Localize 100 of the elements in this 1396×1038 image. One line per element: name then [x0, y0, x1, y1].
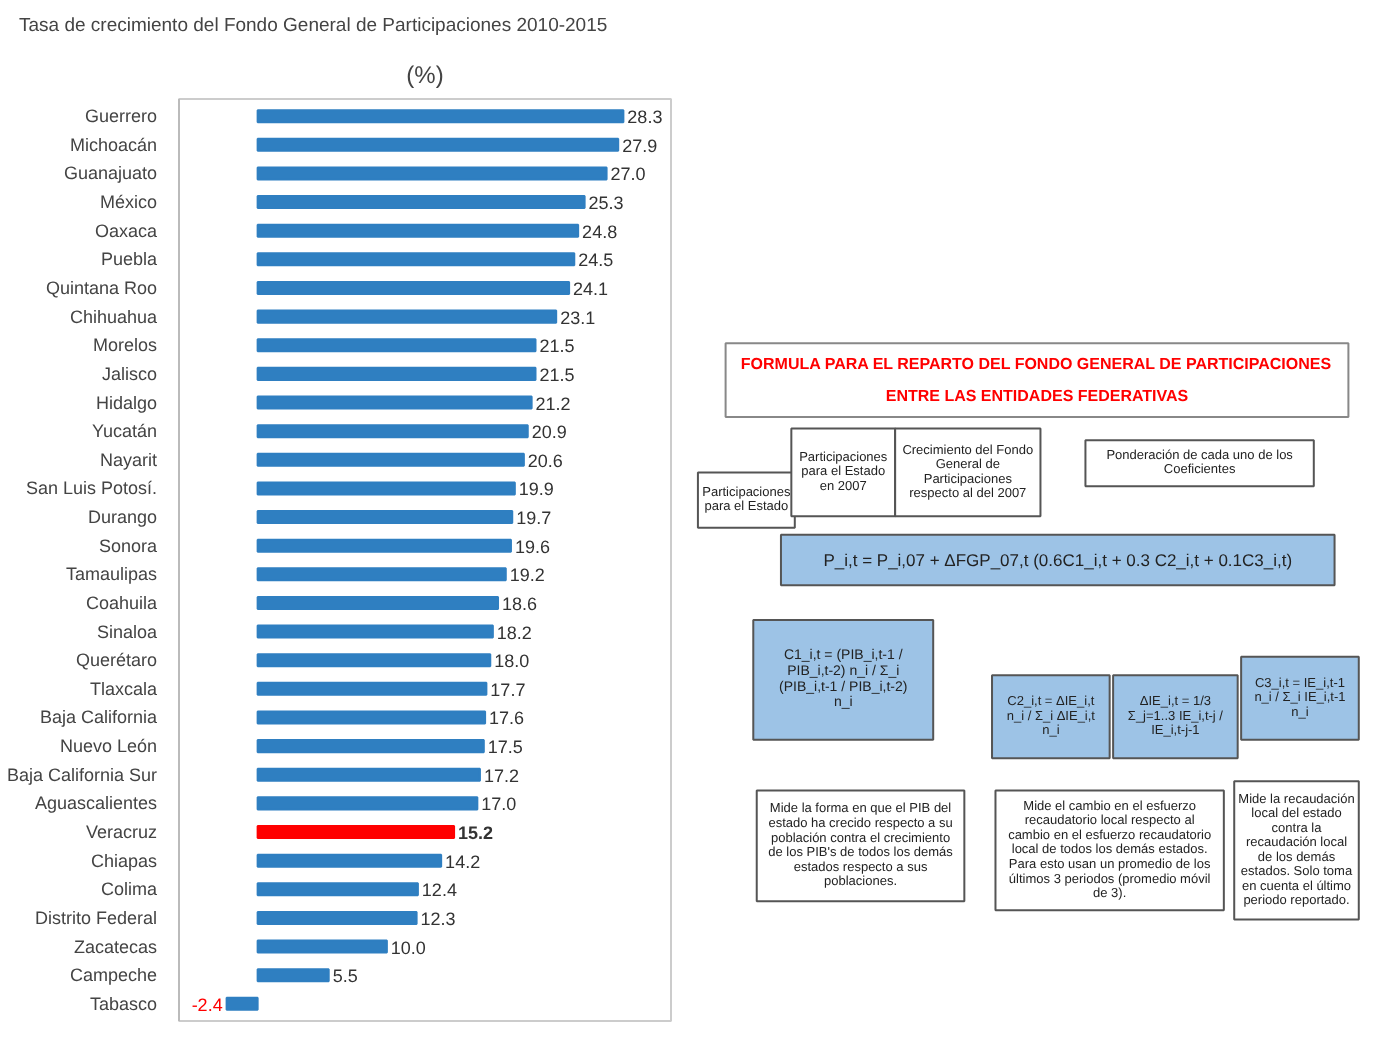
bar — [256, 796, 479, 811]
bar — [256, 366, 537, 381]
data-label: 18.6 — [501, 593, 538, 614]
y-tick-label: San Luis Potosí. — [25, 478, 158, 499]
bar — [256, 309, 558, 324]
y-tick-label: Puebla — [100, 249, 158, 270]
data-label: 27.9 — [622, 135, 658, 156]
y-tick-label: Colima — [100, 879, 158, 900]
y-tick-label: Tamaulipas — [65, 564, 158, 585]
chart-subtitle: (%) — [406, 61, 444, 89]
y-tick-label: Campeche — [69, 965, 158, 986]
y-tick-label: Guanajuato — [63, 163, 158, 184]
y-tick-label: Querétaro — [75, 650, 158, 671]
data-label: 14.2 — [445, 851, 481, 872]
data-label: 19.2 — [509, 565, 545, 586]
y-tick-label: Sonora — [98, 535, 158, 556]
data-label: -2.4 — [191, 994, 223, 1015]
y-tick-label: Yucatán — [91, 421, 158, 442]
bar — [256, 424, 529, 439]
y-tick-label: Oaxaca — [94, 220, 158, 241]
data-label: 10.0 — [390, 937, 426, 958]
data-label: 21.2 — [535, 393, 571, 414]
bar — [256, 681, 488, 696]
bar — [256, 338, 537, 353]
bar — [256, 968, 330, 983]
data-label: 19.7 — [516, 508, 552, 529]
text: FORMULA PARA EL REPARTO DEL FONDO GENERAL DE PARTICIPACIONES ENTRE LAS ENTIDADES FEDERATIVAS — [740, 354, 1333, 405]
bar — [256, 653, 492, 668]
data-label: 24.8 — [582, 221, 618, 242]
y-tick-label: Chiapas — [90, 850, 158, 871]
data-label: 5.5 — [332, 966, 358, 987]
bar — [256, 595, 500, 610]
y-tick-label: Hidalgo — [95, 392, 158, 413]
bar — [256, 195, 586, 210]
y-tick-label: Nayarit — [99, 449, 158, 470]
bar — [256, 109, 625, 124]
y-tick-label: Quintana Roo — [45, 277, 158, 298]
bar — [225, 996, 259, 1011]
y-tick-label: Coahuila — [85, 592, 158, 613]
y-tick-label: Sinaloa — [96, 621, 158, 642]
data-label: 17.0 — [481, 794, 517, 815]
data-label: 12.3 — [420, 908, 456, 929]
y-tick-label: Nuevo León — [59, 736, 158, 757]
y-tick-label: Tabasco — [89, 993, 158, 1014]
data-label: 21.5 — [539, 364, 575, 385]
data-label: 20.9 — [531, 422, 567, 443]
y-tick-label: Guerrero — [84, 106, 157, 127]
bar — [256, 223, 580, 238]
y-tick-label: Baja California Sur — [6, 764, 158, 785]
y-tick-label: Zacatecas — [73, 936, 158, 957]
y-tick-label: Morelos — [92, 335, 158, 356]
data-label: 17.6 — [489, 708, 525, 729]
data-label: 24.1 — [573, 278, 609, 299]
y-tick-label: México — [99, 192, 158, 213]
bar — [256, 882, 419, 897]
bar — [256, 624, 494, 639]
y-tick-label: Michoacán — [69, 134, 158, 155]
y-tick-label: Veracruz — [85, 822, 158, 843]
data-label: 27.0 — [610, 164, 646, 185]
y-tick-label: Jalisco — [101, 363, 158, 384]
y-tick-label: Chihuahua — [69, 306, 158, 327]
bar — [256, 166, 608, 181]
bar — [256, 767, 481, 782]
y-tick-label: Distrito Federal — [34, 907, 158, 928]
bar — [256, 280, 571, 295]
data-label: 18.2 — [496, 622, 532, 643]
data-label: 20.6 — [527, 450, 563, 471]
bar — [256, 252, 576, 267]
bar — [256, 710, 487, 725]
bar — [256, 567, 507, 582]
bar — [256, 510, 514, 525]
data-label: 25.3 — [588, 193, 624, 214]
data-label: 17.7 — [490, 679, 526, 700]
y-tick-label: Durango — [87, 507, 158, 528]
data-label: 28.3 — [627, 107, 663, 128]
bar — [256, 538, 512, 553]
bar — [256, 395, 533, 410]
data-label: 19.9 — [518, 479, 554, 500]
bar — [256, 910, 418, 925]
data-label: 18.0 — [494, 651, 530, 672]
y-tick-label: Baja California — [39, 707, 157, 728]
bar — [256, 939, 388, 954]
text: P_i,t = P_i,07 + ΔFGP_07,t (0.6C1_i,t + 0.3 C2_i,t + 0.1C3_i,t) — [823, 550, 1293, 570]
data-label: 21.5 — [539, 336, 575, 357]
data-label: 12.4 — [421, 880, 457, 901]
data-label: 17.2 — [483, 765, 519, 786]
bar — [256, 739, 485, 754]
data-label: 23.1 — [560, 307, 596, 328]
chart-title: Tasa de crecimiento del Fondo General de Participaciones 2010-2015 — [19, 15, 608, 37]
y-tick-label: Aguascalientes — [34, 793, 158, 814]
data-label: 15.2 — [458, 823, 494, 844]
bar — [256, 825, 456, 840]
data-label: 17.5 — [487, 737, 523, 758]
bar — [256, 137, 620, 152]
y-tick-label: Tlaxcala — [89, 678, 158, 699]
bar — [256, 481, 516, 496]
bar — [256, 853, 443, 868]
bar — [256, 452, 525, 467]
data-label: 19.6 — [514, 536, 550, 557]
data-label: 24.5 — [578, 250, 614, 271]
